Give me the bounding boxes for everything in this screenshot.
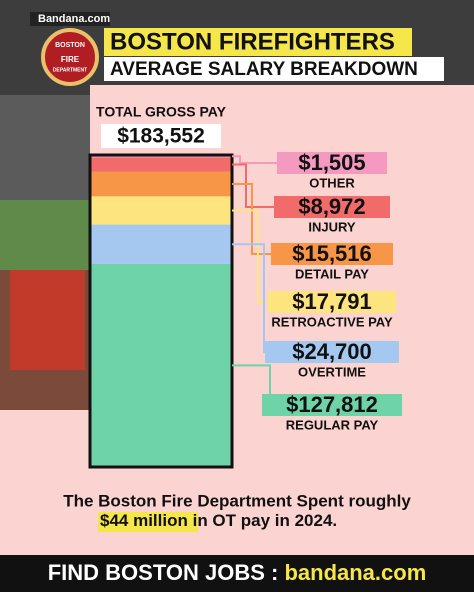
subtitle-box xyxy=(104,57,444,81)
value-label: $15,516 xyxy=(292,241,372,266)
footer: FIND BOSTON JOBS : bandana.com xyxy=(48,560,427,585)
value-label: $8,972 xyxy=(298,194,365,219)
legend-label: RETROACTIVE PAY xyxy=(271,314,393,329)
total-label: $183,552 xyxy=(117,125,205,148)
value-highlight xyxy=(274,196,390,218)
note-text: in OT pay in 2024. xyxy=(188,511,337,530)
title-box xyxy=(104,28,412,56)
bar-segment xyxy=(90,263,232,467)
legend-label: INJURY xyxy=(308,219,356,234)
footer-text: FIND BOSTON JOBS : xyxy=(48,560,285,585)
value-label: $127,812 xyxy=(286,392,378,417)
chart-subtitle: AVERAGE SALARY BREAKDOWN xyxy=(110,59,418,80)
note: $44 million in OT pay in 2024. xyxy=(100,511,337,530)
total-box xyxy=(101,124,221,148)
note: The Boston Fire Department Spent roughly xyxy=(63,491,411,510)
connector xyxy=(232,163,274,208)
logo-text: DEPARTMENT xyxy=(53,67,87,73)
footer-band xyxy=(0,555,474,592)
legend-label: DETAIL PAY xyxy=(295,266,369,281)
connector xyxy=(232,155,277,164)
brand-box xyxy=(30,12,110,26)
value-label: $24,700 xyxy=(292,339,372,364)
value-label: $1,505 xyxy=(298,150,365,175)
value-highlight xyxy=(262,394,402,416)
bar-segment xyxy=(90,157,232,172)
footer-link[interactable]: bandana.com xyxy=(284,560,426,585)
connector xyxy=(232,182,271,255)
legend-label: REGULAR PAY xyxy=(286,417,379,432)
photo-trees xyxy=(0,200,90,270)
bar-segment xyxy=(90,224,232,264)
legend-label: OVERTIME xyxy=(298,364,366,379)
note-highlight-text: $44 million xyxy=(100,511,188,530)
logo-text: BOSTON xyxy=(55,42,85,49)
value-highlight xyxy=(271,243,393,265)
value-highlight xyxy=(268,291,396,313)
photo-truck xyxy=(10,270,85,370)
value-highlight xyxy=(277,152,387,174)
legend-label: OTHER xyxy=(309,175,355,190)
note-highlight xyxy=(98,512,198,532)
value-label: $17,791 xyxy=(292,289,372,314)
category-label: TOTAL GROSS PAY xyxy=(96,104,227,120)
bar-segment xyxy=(90,196,232,225)
chart-title: BOSTON FIREFIGHTERS xyxy=(110,28,395,55)
logo-text: FIRE xyxy=(61,55,80,64)
logo xyxy=(41,28,99,86)
value-highlight xyxy=(265,341,399,363)
brand: Bandana.com xyxy=(38,13,110,25)
bar-segment xyxy=(90,171,232,197)
bar-outline xyxy=(88,153,234,469)
connector xyxy=(232,243,265,353)
